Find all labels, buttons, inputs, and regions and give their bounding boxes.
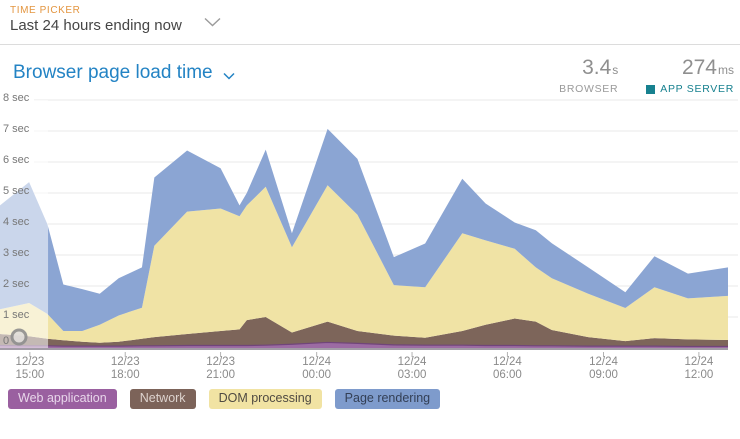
app-server-metric-label: APP SERVER [646,83,734,95]
legend-chip-web-application[interactable]: Web application [8,389,117,409]
y-axis-label: 2 sec [3,278,30,290]
x-axis-label: 12/23 18:00 [110,356,140,381]
x-axis-label: 12/24 12:00 [684,356,714,381]
y-axis-label: 8 sec [3,92,30,104]
y-axis-label: 7 sec [3,123,30,135]
browser-metric[interactable]: 3.4s BROWSER [559,56,619,96]
legend-chip-dom-processing[interactable]: DOM processing [208,389,322,409]
chart-marker-icon[interactable] [10,328,28,346]
y-axis-label: 1 sec [3,309,30,321]
area-network[interactable] [0,317,728,347]
x-axis-label: 12/23 21:00 [206,356,235,381]
legend-chip-network[interactable]: Network [129,389,196,409]
y-axis-label: 5 sec [3,185,30,197]
area-page-rendering[interactable] [0,128,728,331]
chart-title-dropdown[interactable]: Browser page load time [13,60,235,86]
page-title: Browser page load time [13,62,213,83]
stacked-area-chart[interactable] [0,95,740,365]
area-dom-processing[interactable] [0,185,728,343]
web-application-edge [0,341,728,348]
summary-metrics: 3.4s BROWSER 274ms APP SERVER [559,56,734,96]
app-server-metric-value: 274ms [681,56,734,79]
y-axis-label: 6 sec [3,154,30,166]
time-picker[interactable]: TIME PICKER Last 24 hours ending now [10,5,221,34]
x-axis-label: 12/23 15:00 [15,356,45,381]
chevron-down-icon[interactable] [223,64,235,86]
time-picker-value: Last 24 hours ending now [10,17,182,34]
browser-metric-label: BROWSER [559,83,619,95]
x-axis-label: 12/24 00:00 [302,356,332,381]
y-axis-label: 0 [3,335,10,347]
partial-data-overlay [0,100,49,348]
app-server-metric[interactable]: 274ms APP SERVER [646,57,734,95]
legend-chip-page-rendering[interactable]: Page rendering [334,389,441,409]
header-divider [0,44,740,45]
x-axis-label: 12/24 06:00 [493,356,522,381]
chevron-down-icon[interactable] [204,14,221,32]
time-picker-label: TIME PICKER [10,5,81,16]
y-axis-label: 3 sec [3,247,30,259]
app-server-swatch-icon [646,84,656,94]
area-web-application[interactable] [0,342,728,348]
x-axis-label: 12/24 03:00 [397,356,427,381]
x-axis-label: 12/24 09:00 [589,356,618,381]
browser-metric-value: 3.4s [582,56,619,79]
y-axis-label: 4 sec [3,216,30,228]
chart-legend: Web application Network DOM processing Page… [8,389,441,409]
